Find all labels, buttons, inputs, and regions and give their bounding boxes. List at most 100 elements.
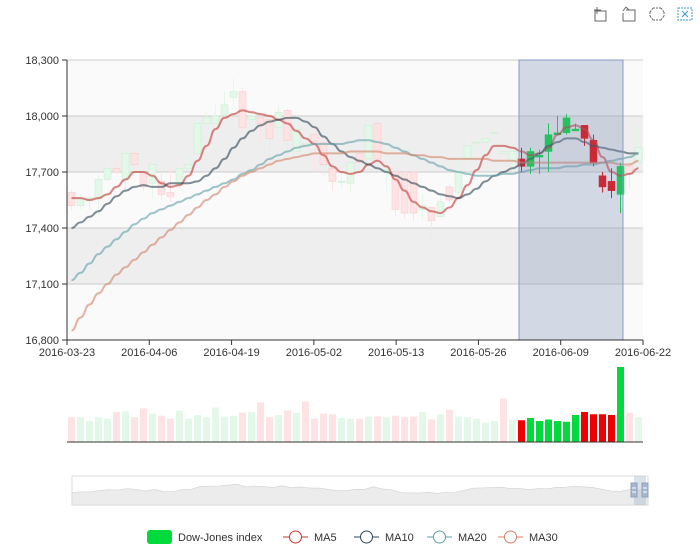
volume-bar[interactable]: [626, 412, 633, 442]
candle[interactable]: [436, 201, 445, 218]
volume-bar[interactable]: [428, 419, 435, 443]
volume-bar[interactable]: [275, 415, 282, 442]
candle[interactable]: [598, 175, 607, 188]
volume-bar[interactable]: [302, 401, 309, 443]
volume-bar[interactable]: [248, 412, 255, 442]
legend-item-ma10[interactable]: MA10: [354, 530, 414, 544]
volume-bar[interactable]: [140, 408, 147, 442]
volume-bar[interactable]: [131, 417, 138, 442]
volume-bar[interactable]: [212, 407, 219, 443]
volume-bar[interactable]: [122, 411, 129, 442]
candle[interactable]: [409, 171, 418, 214]
volume-bar[interactable]: [635, 417, 642, 442]
candle[interactable]: [265, 119, 274, 139]
brush-rect-icon[interactable]: [593, 6, 609, 22]
volume-bar[interactable]: [86, 421, 93, 442]
volume-bar[interactable]: [104, 418, 111, 442]
volume-bar[interactable]: [536, 421, 543, 442]
candle[interactable]: [499, 151, 508, 154]
candle[interactable]: [310, 134, 319, 143]
candle[interactable]: [220, 104, 229, 115]
volume-bar[interactable]: [482, 422, 489, 443]
brush-polygon-icon[interactable]: [621, 6, 637, 22]
datazoom-handle-left[interactable]: [630, 482, 638, 498]
candle[interactable]: [616, 166, 625, 195]
datazoom-handle-right[interactable]: [641, 482, 649, 498]
volume-bar[interactable]: [590, 414, 597, 442]
candle[interactable]: [571, 128, 580, 132]
candle[interactable]: [292, 128, 301, 152]
volume-bar[interactable]: [194, 415, 201, 442]
candle[interactable]: [148, 164, 157, 184]
volume-bar[interactable]: [158, 415, 165, 442]
legend-item-ma20[interactable]: MA20: [427, 530, 487, 544]
candle[interactable]: [130, 153, 139, 165]
candle[interactable]: [472, 141, 481, 144]
candle[interactable]: [490, 132, 499, 135]
volume-bar[interactable]: [572, 415, 579, 442]
volume-bar[interactable]: [437, 414, 444, 442]
volume-bar[interactable]: [554, 421, 561, 442]
candle[interactable]: [229, 91, 238, 98]
volume-bar[interactable]: [608, 415, 615, 442]
volume-bar[interactable]: [599, 414, 606, 442]
volume-bar[interactable]: [257, 402, 264, 442]
volume-bar[interactable]: [374, 416, 381, 443]
volume-bar[interactable]: [581, 412, 588, 442]
brush-clear-icon[interactable]: [677, 6, 693, 22]
volume-bar[interactable]: [284, 410, 291, 443]
volume-bars[interactable]: [67, 367, 643, 443]
candle[interactable]: [463, 145, 472, 160]
legend[interactable]: Dow-Jones index MA5 MA10 MA20 MA30: [147, 530, 558, 544]
volume-bar[interactable]: [77, 417, 84, 442]
candle[interactable]: [184, 164, 193, 169]
candle[interactable]: [454, 171, 463, 193]
legend-item-ma30[interactable]: MA30: [498, 530, 558, 544]
candle[interactable]: [211, 115, 220, 124]
candle[interactable]: [562, 117, 571, 134]
candle[interactable]: [364, 125, 373, 160]
line-ma20[interactable]: [71, 139, 639, 282]
volume-bar[interactable]: [545, 419, 552, 443]
candle[interactable]: [202, 117, 211, 124]
candle[interactable]: [103, 168, 112, 180]
volume-bar[interactable]: [113, 412, 120, 442]
volume-bar[interactable]: [185, 418, 192, 442]
moving-average-lines[interactable]: [71, 109, 639, 332]
volume-bar[interactable]: [401, 417, 408, 442]
candle[interactable]: [355, 153, 364, 163]
volume-bar[interactable]: [518, 420, 525, 442]
volume-bar[interactable]: [239, 412, 246, 442]
volume-bar[interactable]: [473, 418, 480, 442]
volume-bar[interactable]: [446, 409, 453, 442]
candle[interactable]: [328, 168, 337, 182]
volume-bar[interactable]: [338, 418, 345, 442]
candle[interactable]: [139, 173, 148, 188]
volume-bar[interactable]: [293, 412, 300, 442]
candle[interactable]: [121, 153, 130, 180]
line-ma10[interactable]: [71, 116, 639, 229]
candle[interactable]: [94, 179, 103, 200]
volume-bar[interactable]: [527, 418, 534, 442]
volume-bar[interactable]: [410, 416, 417, 443]
volume-bar[interactable]: [464, 417, 471, 442]
volume-bar[interactable]: [383, 417, 390, 442]
candle[interactable]: [166, 192, 175, 197]
volume-bar[interactable]: [95, 417, 102, 442]
volume-bar[interactable]: [329, 414, 336, 442]
volume-bar[interactable]: [563, 421, 570, 442]
candle[interactable]: [112, 168, 121, 173]
volume-bar[interactable]: [392, 415, 399, 442]
legend-item-dow-jones-index[interactable]: Dow-Jones index: [147, 530, 263, 544]
volume-bar[interactable]: [356, 418, 363, 442]
legend-item-ma5[interactable]: MA5: [283, 530, 337, 544]
candle[interactable]: [391, 171, 400, 210]
brush-selection[interactable]: [518, 59, 624, 341]
candle[interactable]: [427, 207, 436, 221]
line-ma30[interactable]: [71, 150, 639, 332]
volume-bar[interactable]: [149, 413, 156, 443]
brush-keep-icon[interactable]: [649, 6, 665, 22]
candle[interactable]: [481, 138, 490, 143]
volume-bar[interactable]: [347, 418, 354, 442]
volume-bar[interactable]: [509, 419, 516, 443]
